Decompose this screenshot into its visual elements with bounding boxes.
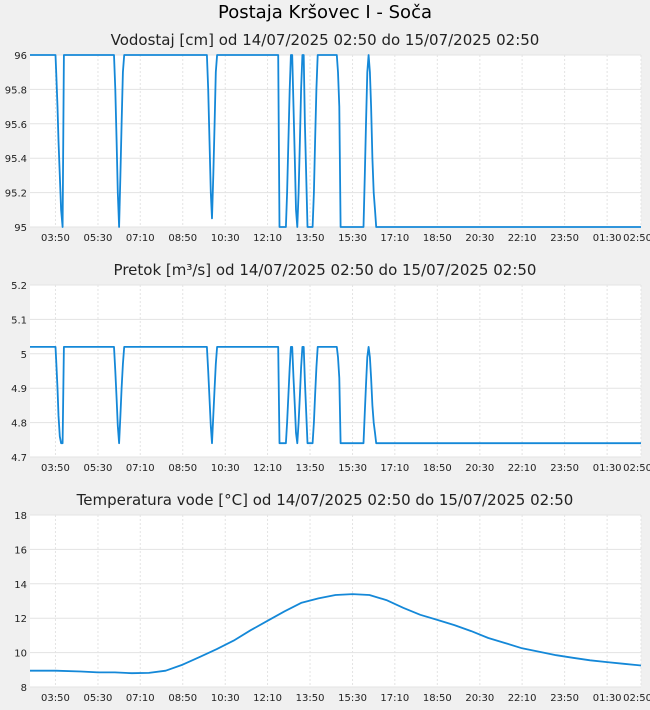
x-tick-label: 05:30: [84, 463, 113, 474]
x-tick-label: 05:30: [84, 693, 113, 704]
x-tick-label: 17:10: [380, 693, 409, 704]
x-tick-label: 15:30: [338, 233, 367, 244]
y-tick-label: 95.6: [5, 120, 27, 131]
y-tick-label: 18: [14, 511, 27, 522]
x-tick-label: 08:50: [168, 693, 197, 704]
x-tick-label: 05:30: [84, 233, 113, 244]
x-tick-label: 03:50: [41, 693, 70, 704]
x-tick-label: 12:10: [253, 463, 282, 474]
page-title: Postaja Kršovec I - Soča: [218, 2, 432, 23]
y-tick-label: 4.7: [11, 453, 27, 464]
x-tick-label: 22:10: [508, 693, 537, 704]
x-tick-label: 10:30: [211, 463, 240, 474]
x-tick-label: 23:50: [550, 233, 579, 244]
x-tick-label: 17:10: [380, 233, 409, 244]
chart-svg-pretok: 5.2 5.1 5 4.9 4.8 4.7 03:50 05:30 07:10 08:50 10:3…: [11, 281, 650, 474]
chart-pretok: Pretok [m³/s] od 14/07/2025 02:50 do 15/…: [0, 260, 650, 480]
y-tick-label: 5: [21, 350, 27, 361]
chart-vodostaj: Vodostaj [cm] od 14/07/2025 02:50 do 15/…: [0, 30, 650, 250]
plot-area-vodostaj: [30, 55, 641, 227]
x-tick-label: 12:10: [253, 233, 282, 244]
x-tick-label: 03:50: [41, 233, 70, 244]
series-line-temperatura: [30, 593, 642, 675]
x-tick-label: 07:10: [126, 463, 155, 474]
y-tick-label: 5.2: [11, 281, 27, 292]
y-tick-label: 14: [14, 580, 27, 591]
series-line-pretok: [30, 346, 641, 445]
y-tick-label: 5.1: [11, 315, 27, 326]
x-tick-label: 01:30: [593, 463, 622, 474]
chart-svg-vodostaj: 96 95.8 95.6 95.4 95.2 95 03:50 05:30 07:10 08:50…: [5, 51, 650, 244]
x-tick-label: 12:10: [253, 693, 282, 704]
x-tick-label: 07:10: [126, 693, 155, 704]
x-tick-label: 10:30: [211, 233, 240, 244]
x-tick-label: 23:50: [550, 693, 579, 704]
x-tick-label: 07:10: [126, 233, 155, 244]
plot-area-temperatura: [30, 515, 641, 687]
y-tick-label: 95.2: [5, 189, 27, 200]
y-tick-label: 95.4: [5, 154, 27, 165]
y-tick-label: 95: [14, 223, 27, 234]
x-tick-label: 20:30: [465, 693, 494, 704]
x-tick-label: 08:50: [168, 463, 197, 474]
y-tick-label: 16: [14, 545, 27, 556]
x-tick-label: 02:50: [623, 233, 650, 244]
x-tick-label: 23:50: [550, 463, 579, 474]
series-line-vodostaj: [30, 54, 641, 228]
x-tick-label: 13:50: [296, 463, 325, 474]
x-tick-label: 22:10: [508, 233, 537, 244]
x-tick-label: 08:50: [168, 233, 197, 244]
y-tick-label: 95.8: [5, 85, 27, 96]
x-tick-label: 20:30: [465, 463, 494, 474]
y-tick-label: 4.9: [11, 384, 27, 395]
x-tick-label: 02:50: [623, 693, 650, 704]
chart-title-vodostaj: Vodostaj [cm] od 14/07/2025 02:50 do 15/…: [110, 31, 540, 49]
x-tick-label: 02:50: [623, 463, 650, 474]
y-tick-label: 10: [14, 649, 27, 660]
x-tick-label: 15:30: [338, 463, 367, 474]
x-tick-label: 01:30: [593, 693, 622, 704]
y-tick-label: 96: [14, 51, 27, 62]
x-tick-label: 17:10: [380, 463, 409, 474]
x-tick-label: 10:30: [211, 693, 240, 704]
y-tick-label: 8: [21, 683, 27, 694]
chart-title-temperatura: Temperatura vode [°C] od 14/07/2025 02:5…: [76, 491, 574, 509]
x-tick-label: 18:50: [423, 463, 452, 474]
chart-title-pretok: Pretok [m³/s] od 14/07/2025 02:50 do 15/…: [113, 261, 537, 279]
chart-svg-temperatura: 18 16 14 12 10 8 03:50 05:30 07:10 08:50 10:30 12:1…: [14, 511, 650, 704]
y-tick-label: 4.8: [11, 419, 27, 430]
x-tick-label: 15:30: [338, 693, 367, 704]
x-tick-label: 18:50: [423, 693, 452, 704]
x-tick-label: 22:10: [508, 463, 537, 474]
x-tick-label: 18:50: [423, 233, 452, 244]
x-tick-label: 01:30: [593, 233, 622, 244]
x-tick-label: 13:50: [296, 693, 325, 704]
x-tick-label: 03:50: [41, 463, 70, 474]
chart-temperatura: Temperatura vode [°C] od 14/07/2025 02:5…: [0, 490, 650, 710]
plot-area-pretok: [30, 285, 641, 457]
y-tick-label: 12: [14, 614, 27, 625]
x-tick-label: 13:50: [296, 233, 325, 244]
x-tick-label: 20:30: [465, 233, 494, 244]
